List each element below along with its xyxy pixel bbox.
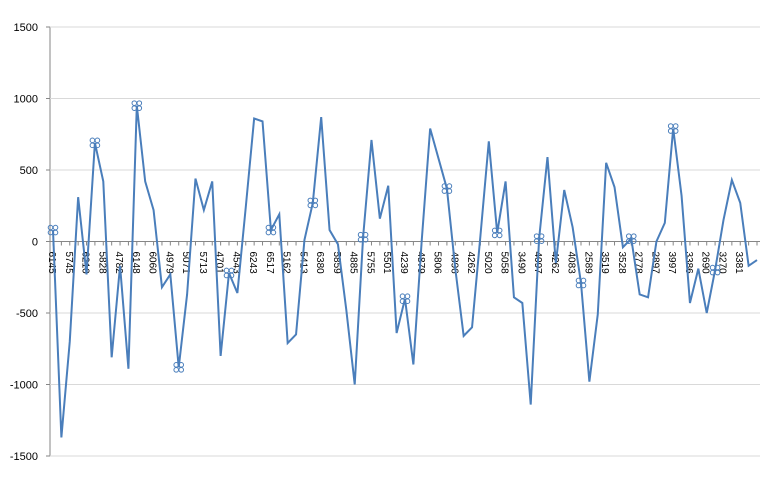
x-tick-label: 5859 [331,252,342,275]
marker-part [307,197,314,204]
x-tick-label: 3528 [616,252,627,275]
x-tick-label: 4701 [214,252,225,275]
marker-part [136,100,143,106]
marker-part [496,232,503,239]
y-tick-label: -1500 [10,451,38,463]
x-tick-label: 5828 [96,252,107,275]
x-tick-label: 6145 [46,252,57,275]
y-tick-label: 1500 [14,22,38,34]
marker-part [533,233,540,239]
marker-part [491,232,498,239]
x-tick-label: 3386 [683,252,694,275]
x-tick-label: 3490 [515,252,526,275]
marker [533,233,545,244]
marker-part [270,229,277,236]
y-tick-label: -500 [16,308,38,320]
x-tick-label: 4262 [549,252,560,275]
marker-part [446,183,453,189]
x-tick-label: 5713 [197,252,208,275]
x-tick-label: 4979 [163,252,174,275]
marker-part [52,224,59,231]
marker-part [312,202,319,209]
x-tick-label: 5501 [381,252,392,275]
marker-part [575,282,582,289]
marker-part [441,188,448,194]
x-tick-label: 5162 [281,252,292,275]
x-tick-label: 3381 [733,252,744,275]
marker-part [580,277,587,284]
x-tick-label: 2897 [649,252,660,275]
marker [441,183,453,194]
marker [575,277,587,289]
x-tick-label: 3997 [666,252,677,275]
x-tick-label: 3519 [599,252,610,275]
marker-part [404,293,411,300]
x-tick-label: 5745 [63,252,74,275]
marker [399,293,411,305]
x-tick-label: 6243 [247,252,258,275]
x-tick-label: 4262 [465,252,476,275]
marker-part [362,236,369,243]
x-tick-label: 4543 [230,252,241,275]
marker-part [580,282,587,289]
marker-part [228,272,235,279]
x-tick-label: 4885 [348,252,359,275]
marker-part [630,238,637,244]
marker-part [399,293,406,300]
marker-part [94,142,101,149]
marker-part [672,128,679,134]
marker-part [714,269,721,276]
x-tick-label: 5058 [499,252,510,275]
marker-part [538,238,545,244]
marker [265,224,277,236]
marker-part [446,188,453,194]
x-tick-label: 4083 [566,252,577,275]
marker [625,233,637,244]
marker-part [404,298,411,305]
marker-part [357,231,364,238]
x-tick-label: 2778 [633,252,644,275]
marker [491,227,503,239]
y-tick-label: -1000 [10,380,38,392]
marker [307,197,319,209]
x-tick-label: 2690 [700,252,711,275]
line [52,105,758,438]
marker-part [52,229,59,236]
x-tick-label: 6517 [264,252,275,275]
marker [89,137,101,149]
marker-part [89,137,96,144]
x-tick-label: 5020 [482,252,493,275]
marker [223,267,235,279]
x-tick-label: 5755 [364,252,375,275]
marker [667,123,679,134]
x-tick-label: 6380 [314,252,325,275]
marker-part [630,233,637,239]
marker-part [94,137,101,144]
x-tick-label: 6060 [147,252,158,275]
y-tick-label: 500 [20,165,38,177]
x-tick-label: 3270 [716,252,727,275]
marker-part [265,229,272,236]
x-tick-label: 4782 [113,252,124,275]
marker [357,231,369,243]
y-tick-label: 1000 [14,94,38,106]
marker [173,362,185,373]
marker [709,264,721,276]
marker-part [178,367,185,373]
x-tick-label: 6148 [130,252,141,275]
marker-part [672,123,679,129]
marker-part [136,105,143,111]
y-tick-label: 0 [32,237,38,249]
x-tick-label: 5806 [432,252,443,275]
marker-part [131,100,138,106]
marker [47,224,59,236]
x-tick-label: 2589 [582,252,593,275]
marker-part [173,367,180,373]
marker-part [625,233,632,239]
marker [131,100,143,111]
x-tick-label: 5071 [180,252,191,275]
marker-part [667,123,674,129]
x-tick-label: 4239 [398,252,409,275]
